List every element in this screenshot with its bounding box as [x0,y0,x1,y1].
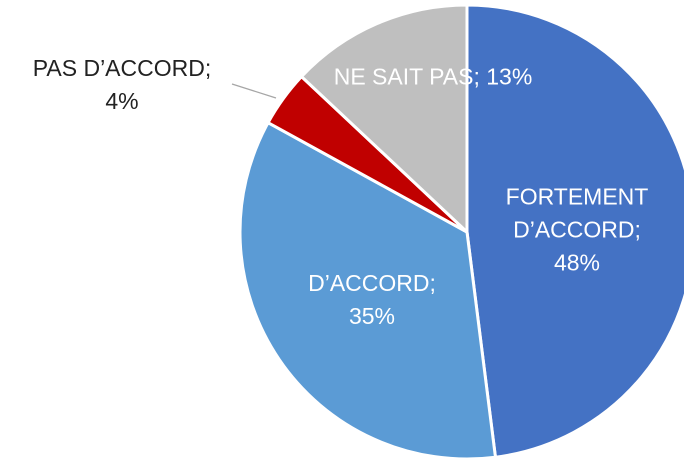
label-separator: ; [473,63,480,90]
category-label: D’ACCORD [308,270,430,296]
label-separator: ; [429,270,436,296]
data-label: PAS D’ACCORD; 4% [22,52,222,118]
pie-slice [299,3,469,236]
category-label: NE SAIT PAS [333,63,474,90]
value-label: 48% [553,249,601,276]
data-label: NE SAIT PAS; 13% [303,61,563,94]
pie-slice [238,120,498,459]
label-separator: ; [634,216,641,243]
value-label: 35% [348,303,396,329]
value-label: 13% [486,63,533,90]
label-separator: ; [204,55,212,81]
category-label: FORTEMENT D’ACCORD [505,183,649,243]
leader-line [231,83,277,99]
value-label: 4% [105,88,139,114]
data-label: D’ACCORD; 35% [287,267,457,333]
data-label: FORTEMENT D’ACCORD; 48% [492,181,662,280]
pie-slice [465,3,684,459]
category-label: PAS D’ACCORD [32,55,205,81]
